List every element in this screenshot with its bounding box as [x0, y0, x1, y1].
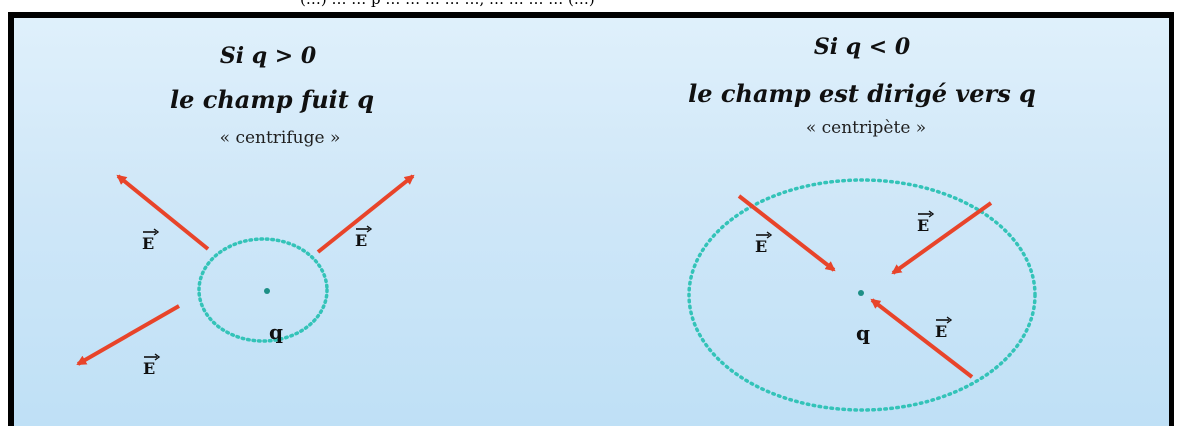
right-title-line1: Si q < 0	[814, 34, 911, 60]
svg-text:E: E	[142, 234, 154, 253]
left-title-line2: le champ fuit q	[170, 85, 374, 114]
svg-text:E: E	[935, 322, 947, 341]
left-field-label-2: E	[355, 225, 373, 250]
svg-text:E: E	[143, 359, 155, 378]
field-arrow-from-upper-left	[737, 194, 836, 272]
field-arrow-up-left	[116, 174, 210, 251]
field-arrow-from-upper-right	[891, 201, 993, 275]
right-charge-dot	[858, 290, 864, 296]
right-dotted-circle	[687, 178, 1037, 412]
right-charge-label: q	[856, 321, 870, 345]
left-charge-label: q	[269, 320, 283, 344]
negative-charge-group: Si q < 0 le champ est dirigé vers q « ce…	[687, 34, 1037, 412]
clipped-header-line: (…) … … p … … … … …, … … … … (…)	[300, 0, 595, 8]
left-subtitle: « centrifuge »	[220, 128, 341, 148]
right-title-line2: le champ est dirigé vers q	[688, 79, 1036, 108]
field-arrow-up-right	[316, 174, 415, 254]
svg-text:E: E	[917, 216, 929, 235]
positive-charge-group: Si q > 0 le champ fuit q « centrifuge » …	[76, 43, 415, 378]
right-field-label-3: E	[935, 316, 953, 341]
svg-text:E: E	[755, 237, 767, 256]
right-field-label-2: E	[917, 210, 935, 235]
diagram-panel: Si q > 0 le champ fuit q « centrifuge » …	[8, 12, 1174, 426]
clipped-header-text: (…) … … p … … … … …, … … … … (…)	[0, 0, 1181, 10]
left-title-line1: Si q > 0	[220, 43, 317, 69]
left-field-label-1: E	[142, 228, 160, 253]
left-charge-dot	[264, 288, 270, 294]
field-arrow-down-left	[76, 304, 180, 366]
field-arrow-from-lower-right	[870, 298, 974, 379]
electric-field-diagram: Si q > 0 le champ fuit q « centrifuge » …	[76, 34, 1037, 412]
right-field-label-1: E	[755, 231, 773, 256]
left-dotted-circle	[197, 237, 329, 343]
right-subtitle: « centripète »	[806, 118, 926, 138]
svg-text:E: E	[355, 231, 367, 250]
left-field-label-3: E	[143, 353, 161, 378]
